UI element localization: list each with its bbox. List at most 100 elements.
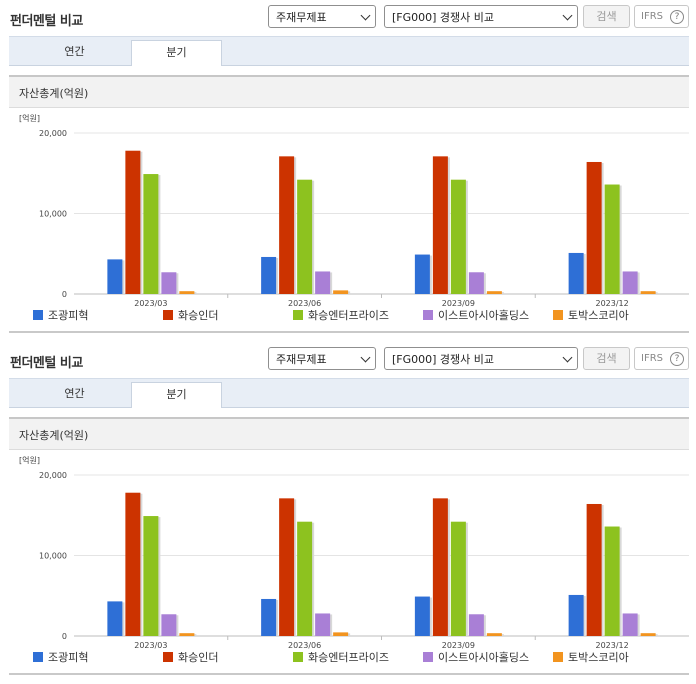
ifrs-help-button[interactable]: IFRS ? <box>634 347 689 370</box>
bar <box>333 632 349 636</box>
bar <box>143 516 159 636</box>
compare-group-select[interactable]: [FG000] 경쟁사 비교 <box>384 5 578 28</box>
legend-swatch <box>33 310 43 320</box>
tab-quarter[interactable]: 분기 <box>131 382 222 408</box>
legend-item[interactable]: 화승인더 <box>163 308 218 324</box>
bar <box>586 503 602 636</box>
period-tabs: 연간 분기 <box>9 36 689 66</box>
legend-item[interactable]: 화승인더 <box>163 650 218 666</box>
metric-header: 자산총계(억원) <box>9 75 689 108</box>
unit-label: [억원] <box>19 456 40 465</box>
bar <box>450 179 466 294</box>
bar-chart: 0 10,000 20,000 2023/03 2023/06 2023/09 2023/1… <box>39 471 689 650</box>
search-button[interactable]: 검색 <box>583 5 630 28</box>
bar <box>107 259 123 294</box>
bar <box>486 291 502 294</box>
ifrs-label: IFRS <box>641 11 663 22</box>
legend-swatch <box>293 310 303 320</box>
bar <box>161 272 177 294</box>
legend-swatch <box>423 310 433 320</box>
bar <box>432 156 448 294</box>
chevron-down-icon <box>562 10 573 21</box>
x-tick-label: 2023/12 <box>596 299 629 308</box>
x-tick-label: 2023/09 <box>442 641 475 650</box>
bar <box>315 613 331 636</box>
legend-item[interactable]: 토박스코리아 <box>553 308 629 324</box>
bar <box>468 272 484 294</box>
legend-swatch <box>163 652 173 662</box>
bar <box>450 521 466 636</box>
x-tick-label: 2023/12 <box>596 641 629 650</box>
bar <box>179 633 195 636</box>
y-tick-label: 0 <box>62 290 67 299</box>
x-tick-label: 2023/06 <box>288 641 321 650</box>
compare-group-select[interactable]: [FG000] 경쟁사 비교 <box>384 347 578 370</box>
bar <box>604 526 620 636</box>
bar <box>297 521 313 636</box>
report-type-value: 주재무제표 <box>276 11 327 24</box>
bar-chart: 0 10,000 20,000 2023/03 2023/06 2023/09 2023/1… <box>39 129 689 308</box>
legend-item[interactable]: 토박스코리아 <box>553 650 629 666</box>
bar <box>486 633 502 636</box>
legend-swatch <box>423 652 433 662</box>
metric-title: 자산총계(억원) <box>19 429 89 442</box>
legend-label: 조광피혁 <box>48 651 89 664</box>
tab-annual[interactable]: 연간 <box>64 45 85 58</box>
bar <box>622 613 638 636</box>
bar <box>604 184 620 294</box>
chart-legend: 조광피혁 화승인더 화승엔터프라이즈 이스트아시아홀딩스 토박스코리아 <box>9 650 689 666</box>
bar <box>107 601 123 636</box>
bar <box>568 252 584 294</box>
help-icon: ? <box>670 352 684 366</box>
bar <box>640 291 656 294</box>
legend-label: 토박스코리아 <box>568 309 629 322</box>
ifrs-help-button[interactable]: IFRS ? <box>634 5 689 28</box>
metric-header: 자산총계(억원) <box>9 417 689 450</box>
bar <box>279 498 295 636</box>
legend-label: 화승인더 <box>178 651 219 664</box>
ifrs-label: IFRS <box>641 353 663 364</box>
y-tick-label: 10,000 <box>39 210 67 219</box>
compare-group-value: [FG000] 경쟁사 비교 <box>392 11 495 24</box>
legend-item[interactable]: 조광피혁 <box>33 308 88 324</box>
x-tick-label: 2023/09 <box>442 299 475 308</box>
legend-label: 이스트아시아홀딩스 <box>438 309 530 322</box>
report-type-select[interactable]: 주재무제표 <box>268 347 376 370</box>
bar <box>125 492 141 636</box>
tab-quarter[interactable]: 분기 <box>131 40 222 66</box>
bar <box>414 596 430 636</box>
chevron-down-icon <box>360 352 371 363</box>
section-title: 펀더멘털 비교 <box>10 14 83 29</box>
search-button[interactable]: 검색 <box>583 347 630 370</box>
bar <box>125 150 141 294</box>
report-type-select[interactable]: 주재무제표 <box>268 5 376 28</box>
fundamental-compare-section-2: 펀더멘털 비교 주재무제표 [FG000] 경쟁사 비교 검색 IFRS ? 연… <box>0 342 696 684</box>
legend-item[interactable]: 이스트아시아홀딩스 <box>423 650 529 666</box>
chart-container: [억원] 0 10,000 20,000 2023/03 2023/06 2023/09 2… <box>9 108 689 330</box>
tab-annual[interactable]: 연간 <box>64 387 85 400</box>
bar <box>468 614 484 636</box>
legend-item[interactable]: 이스트아시아홀딩스 <box>423 308 529 324</box>
bar <box>586 161 602 294</box>
legend-label: 토박스코리아 <box>568 651 629 664</box>
legend-swatch <box>163 310 173 320</box>
legend-label: 조광피혁 <box>48 309 89 322</box>
legend-item[interactable]: 화승엔터프라이즈 <box>293 308 389 324</box>
bar <box>261 598 277 636</box>
legend-item[interactable]: 조광피혁 <box>33 650 88 666</box>
bar <box>315 271 331 294</box>
x-tick-label: 2023/03 <box>134 641 167 650</box>
fundamental-compare-section-1: 펀더멘털 비교 주재무제표 [FG000] 경쟁사 비교 검색 IFRS ? 연… <box>9 5 689 333</box>
legend-label: 화승엔터프라이즈 <box>308 309 389 322</box>
divider <box>9 673 689 675</box>
bar <box>297 179 313 294</box>
bar <box>640 633 656 636</box>
bar <box>279 156 295 294</box>
legend-swatch <box>553 652 563 662</box>
legend-swatch <box>293 652 303 662</box>
legend-item[interactable]: 화승엔터프라이즈 <box>293 650 389 666</box>
bar <box>261 256 277 294</box>
bar <box>179 291 195 294</box>
legend-label: 이스트아시아홀딩스 <box>438 651 530 664</box>
y-tick-label: 20,000 <box>39 129 67 138</box>
